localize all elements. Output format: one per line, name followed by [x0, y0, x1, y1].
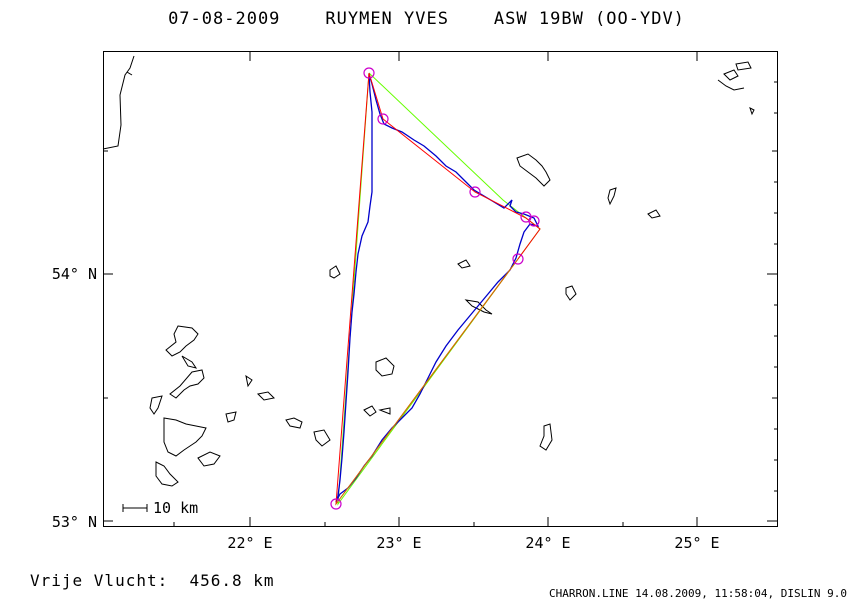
- turnpoint-marker: [363, 67, 375, 79]
- glider-id: ASW 19BW (OO-YDV): [493, 9, 685, 29]
- distance-summary: Vrije Vlucht: 456.8 km: [30, 571, 275, 590]
- map-title: 07-08-2009 RUYMEN YVES ASW 19BW (OO-YDV): [0, 9, 853, 29]
- scale-bar: [122, 504, 148, 512]
- axis-ticks: [103, 51, 777, 527]
- turnpoint-marker: [528, 215, 540, 227]
- task-leg-orange: [335, 258, 519, 505]
- lon-label-25: 25° E: [674, 534, 719, 552]
- fai-triangle: [337, 72, 541, 506]
- turnpoint-marker: [469, 186, 481, 198]
- pilot-name: RUYMEN YVES: [325, 9, 449, 29]
- task-legs: [335, 72, 541, 506]
- lat-label-54: 54° N: [52, 265, 97, 283]
- turnpoints: [330, 67, 540, 510]
- map-frame: [103, 51, 778, 527]
- distance-label: Vrije Vlucht:: [30, 571, 169, 590]
- flight-date: 07-08-2009: [168, 9, 281, 29]
- distance-value: 456.8 km: [189, 571, 275, 590]
- lon-label-23: 23° E: [376, 534, 421, 552]
- turnpoint-marker: [330, 498, 342, 510]
- lat-label-53: 53° N: [52, 513, 97, 531]
- lon-label-24: 24° E: [525, 534, 570, 552]
- credits-line: CHARRON.LINE 14.08.2009, 11:58:04, DISLI…: [548, 587, 847, 600]
- flight-track: [335, 73, 540, 503]
- coastline: [102, 55, 755, 487]
- lon-label-22: 22° E: [227, 534, 272, 552]
- turnpoint-marker: [512, 253, 524, 265]
- scale-label: 10 km: [153, 499, 198, 517]
- turnpoint-marker: [377, 113, 389, 125]
